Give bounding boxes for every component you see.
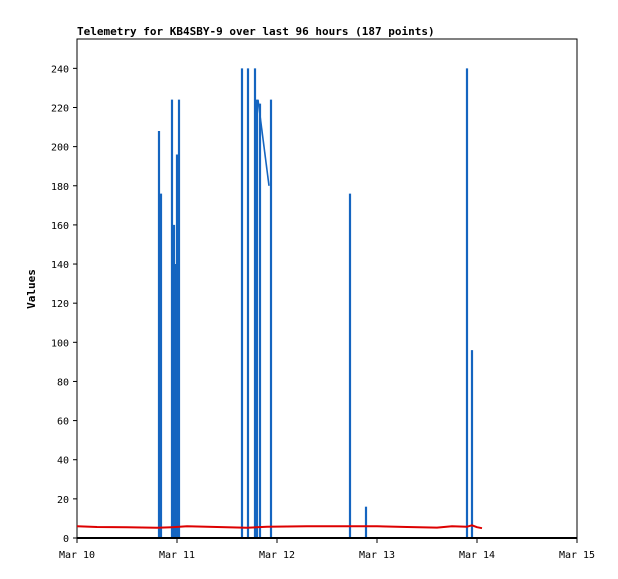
y-axis: 0 20 40 60 80 100 120 140 160 180 200 220 240 (51, 64, 77, 545)
y-tick-label: 40 (57, 456, 69, 467)
y-axis-label: Values (25, 269, 38, 309)
red-series-line (76, 524, 483, 530)
x-tick-label: Mar 11 (159, 550, 195, 561)
y-tick-label: 0 (63, 534, 69, 545)
y-tick-label: 220 (51, 103, 69, 114)
y-tick-label: 160 (51, 221, 69, 232)
y-tick-label: 20 (57, 495, 69, 506)
y-tick-label: 60 (57, 417, 69, 428)
x-tick-label: Mar 13 (359, 550, 395, 561)
y-tick-label: 240 (51, 64, 69, 75)
blue-series-segment (257, 99, 270, 186)
y-tick-label: 100 (51, 338, 69, 349)
x-axis: Mar 10 Mar 11 Mar 12 Mar 13 Mar 14 Mar 15 (59, 538, 595, 561)
x-tick-label: Mar 15 (559, 550, 595, 561)
y-tick-label: 140 (51, 260, 69, 271)
chart-title: Telemetry for KB4SBY-9 over last 96 hour… (77, 25, 435, 38)
x-tick-label: Mar 14 (459, 550, 495, 561)
y-tick-label: 120 (51, 299, 69, 310)
x-tick-label: Mar 10 (59, 550, 95, 561)
plot-area (76, 38, 578, 539)
y-tick-label: 180 (51, 182, 69, 193)
series-layer (76, 68, 483, 538)
y-tick-label: 80 (57, 377, 69, 388)
y-tick-label: 200 (51, 143, 69, 154)
x-tick-label: Mar 12 (259, 550, 295, 561)
